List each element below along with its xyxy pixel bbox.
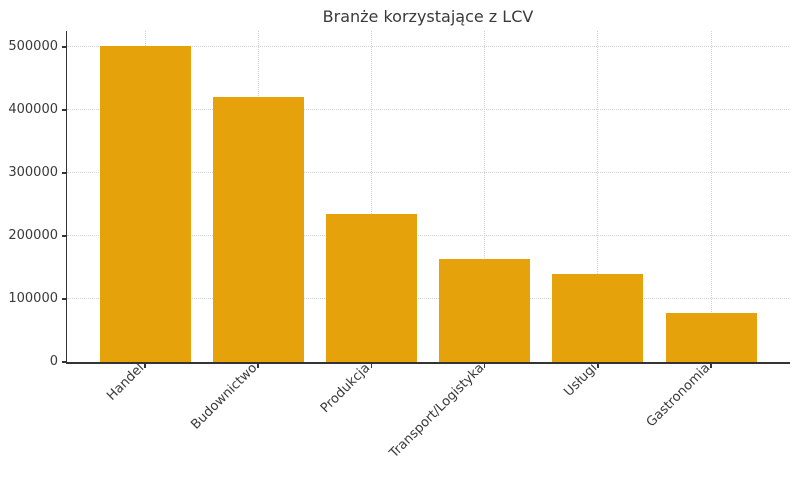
y-tick-mark	[61, 46, 67, 48]
x-tick-mark	[483, 363, 486, 368]
x-gridline	[597, 31, 599, 362]
chart-title: Branże korzystające z LCV	[322, 7, 534, 26]
x-gridline	[484, 31, 486, 362]
y-gridline	[67, 46, 789, 48]
x-axis-spine	[65, 362, 790, 364]
x-tick-mark	[370, 363, 373, 368]
y-tick-mark	[61, 109, 67, 111]
x-tick-mark	[597, 363, 599, 368]
y-tick-mark	[61, 172, 67, 174]
y-gridline	[67, 235, 789, 237]
y-tick-label: 100000	[8, 290, 58, 306]
y-tick-mark	[61, 298, 67, 300]
y-tick-label: 500000	[8, 38, 58, 54]
x-tick-mark	[257, 363, 259, 368]
y-gridline	[67, 109, 789, 111]
bar-gastronomia	[665, 312, 757, 362]
y-tick-label: 300000	[8, 164, 58, 180]
bar-budownictwo	[212, 97, 304, 362]
x-gridline	[710, 31, 712, 362]
bar-us-ugi	[552, 273, 644, 362]
y-axis-spine	[65, 31, 67, 363]
y-tick-label: 200000	[8, 227, 58, 243]
x-tick-mark	[144, 363, 146, 368]
bar-produkcja	[325, 213, 417, 362]
bar-handel	[99, 45, 191, 362]
y-tick-mark	[61, 235, 67, 237]
y-gridline	[67, 298, 789, 300]
y-tick-label: 400000	[8, 101, 58, 117]
y-tick-mark	[61, 361, 67, 363]
x-tick-label: Handel	[104, 360, 148, 404]
bar-transport-logistyka	[439, 258, 531, 362]
y-tick-label: 0	[49, 354, 58, 369]
y-gridline	[67, 172, 789, 174]
x-gridline	[370, 31, 372, 362]
x-tick-mark	[710, 363, 712, 368]
